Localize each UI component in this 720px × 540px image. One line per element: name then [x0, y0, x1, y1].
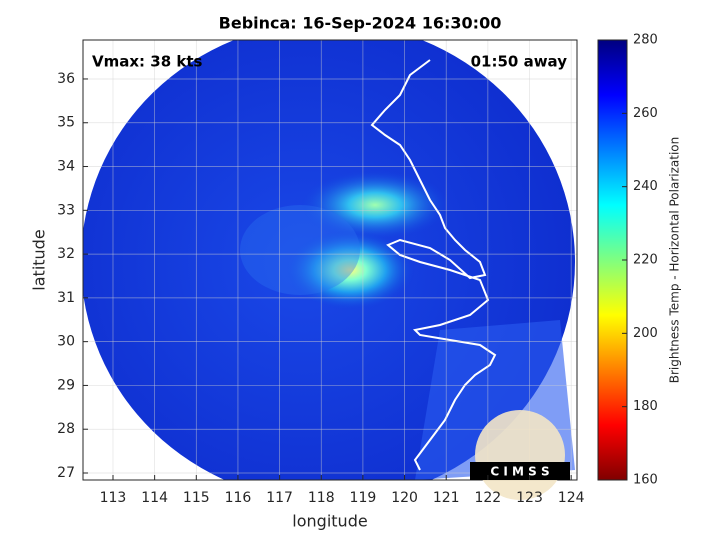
x-tick-label: 122	[474, 490, 501, 506]
colorbar-tick-label: 240	[633, 179, 658, 194]
colorbar-label: Brightness Temp - Horizontal Polarizatio…	[668, 137, 682, 384]
x-tick-label: 116	[225, 490, 252, 506]
colorbar-tick-label: 260	[633, 106, 658, 121]
y-tick-label: 28	[57, 421, 75, 437]
y-tick-label: 30	[57, 334, 75, 350]
plot-frame	[82, 39, 578, 481]
x-tick-label: 124	[558, 490, 585, 506]
x-tick-label: 113	[100, 490, 127, 506]
y-tick-label: 27	[57, 465, 75, 481]
colorbar-tick-label: 280	[633, 33, 658, 48]
chart-title: Bebinca: 16-Sep-2024 16:30:00	[219, 14, 502, 33]
colorbar-tick-label: 180	[633, 399, 658, 414]
x-axis-label: longitude	[292, 512, 367, 531]
x-tick-label: 119	[350, 490, 377, 506]
x-tick-label: 121	[433, 490, 460, 506]
satellite-image	[83, 40, 575, 480]
y-tick-label: 29	[57, 377, 75, 393]
y-axis-label: latitude	[30, 229, 49, 290]
y-tick-label: 34	[57, 159, 75, 175]
colorbar-tick-label: 200	[633, 326, 658, 341]
x-tick-label: 120	[391, 490, 418, 506]
y-tick-label: 35	[57, 115, 75, 131]
x-tick-label: 118	[308, 490, 335, 506]
colorbar-tick-label: 220	[633, 253, 658, 268]
y-tick-label: 32	[57, 246, 75, 262]
x-tick-label: 123	[516, 490, 543, 506]
annotation: Vmax: 38 kts	[92, 53, 202, 71]
x-tick-label: 117	[266, 490, 293, 506]
y-tick-label: 33	[57, 202, 75, 218]
logo-text: C I M S S	[490, 465, 549, 479]
annotation: 01:50 away	[471, 53, 568, 71]
colorbar-tick-label: 160	[633, 473, 658, 488]
coastline	[370, 59, 497, 471]
y-tick-label: 31	[57, 290, 75, 306]
x-tick-label: 114	[141, 490, 168, 506]
y-tick-label: 36	[57, 71, 75, 87]
x-tick-label: 115	[183, 490, 210, 506]
logo: C I M S S	[470, 410, 570, 500]
